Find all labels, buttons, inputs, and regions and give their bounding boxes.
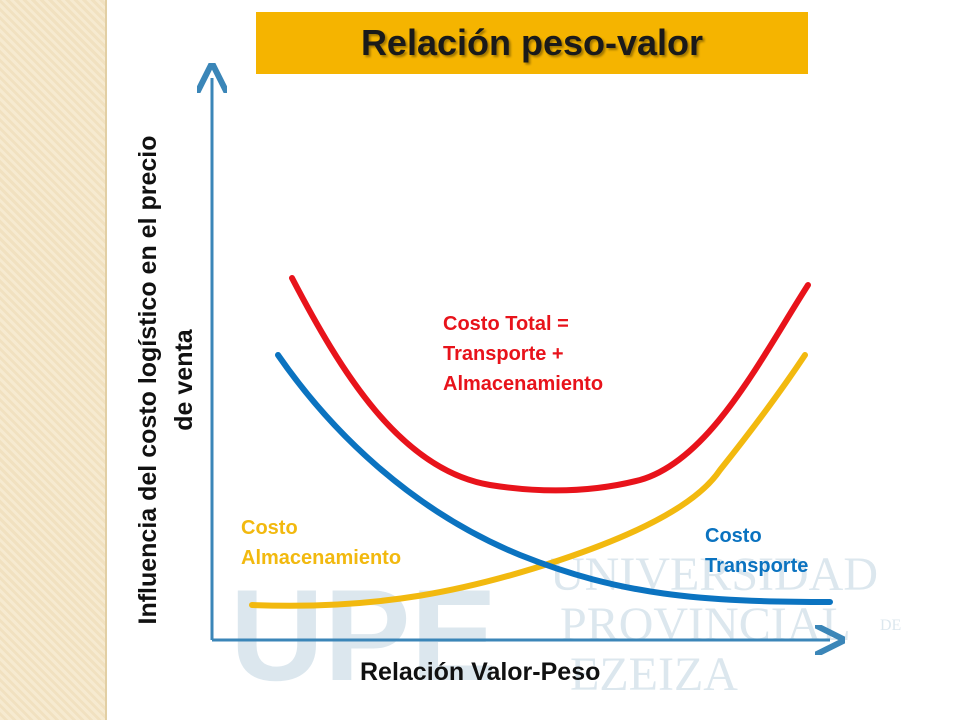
curve-costo-almacenamiento: [249, 352, 808, 609]
page-title: Relación peso-valor: [360, 22, 704, 63]
label-costo-almacenamiento: Costo Almacenamiento: [241, 513, 401, 573]
label-costo-total-line-2: Transporte +: [443, 343, 564, 365]
curve-costo-total: [289, 275, 811, 494]
curve-costo-transporte: [275, 352, 833, 605]
y-axis-label: Influencia del costo logístico en el pre…: [134, 135, 198, 625]
watermark-small: DE: [880, 617, 901, 634]
label-costo-almacenamiento-line-2: Almacenamiento: [241, 547, 402, 569]
watermark-line-3: EZEIZA: [570, 648, 738, 701]
label-costo-transporte: Costo Transporte: [705, 521, 808, 581]
title-banner: Relación peso-valor: [256, 12, 808, 74]
watermark-line-1: UNIVERSIDAD: [550, 548, 878, 601]
watermark: UPE UNIVERSIDAD PROVINCIAL DE EZEIZA: [230, 548, 901, 708]
label-costo-transporte-line-2: Transporte: [705, 555, 809, 577]
label-costo-almacenamiento-line-1: Costo: [241, 517, 298, 539]
label-costo-transporte-line-1: Costo: [705, 525, 762, 547]
decorative-sidebar: [0, 0, 107, 720]
label-costo-total-line-1: Costo Total =: [443, 313, 569, 335]
watermark-logo: UPE: [230, 562, 497, 708]
x-axis-label: Relación Valor-Peso: [360, 658, 601, 686]
watermark-line-2: PROVINCIAL: [560, 598, 851, 651]
label-costo-total: Costo Total = Transporte + Almacenamient…: [443, 309, 603, 399]
label-costo-total-line-3: Almacenamiento: [443, 373, 604, 395]
